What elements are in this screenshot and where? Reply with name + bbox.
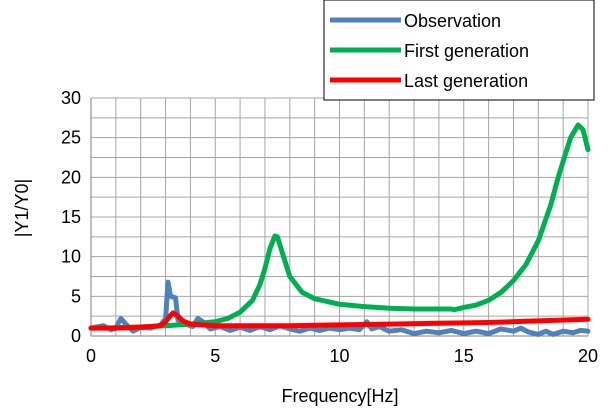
legend-label-observation: Observation (404, 11, 501, 31)
series-layer (88, 122, 591, 337)
y-tick-label: 5 (71, 286, 81, 306)
tick-labels: 0 5 10 15 20 0 5 10 15 20 25 30 (61, 88, 598, 366)
legend-label-first-generation: First generation (404, 41, 529, 61)
axes (90, 98, 588, 337)
series-line-first-generation (88, 122, 591, 331)
y-tick-label: 20 (61, 167, 81, 187)
y-axis-title: |Y1/Y0| (12, 179, 32, 237)
y-tick-label: 30 (61, 88, 81, 108)
y-tick-label: 15 (61, 207, 81, 227)
x-tick-label: 0 (86, 346, 96, 366)
legend-label-last-generation: Last generation (404, 71, 528, 91)
x-tick-label: 20 (578, 346, 598, 366)
x-tick-label: 10 (329, 346, 349, 366)
x-tick-label: 15 (454, 346, 474, 366)
legend: Observation First generation Last genera… (323, 0, 595, 101)
x-tick-label: 5 (210, 346, 220, 366)
grid (91, 97, 589, 336)
x-axis-title: Frequency[Hz] (281, 386, 398, 406)
y-tick-label: 0 (71, 326, 81, 346)
series-line-last-generation (88, 310, 591, 331)
y-tick-label: 25 (61, 128, 81, 148)
y-tick-label: 10 (61, 247, 81, 267)
